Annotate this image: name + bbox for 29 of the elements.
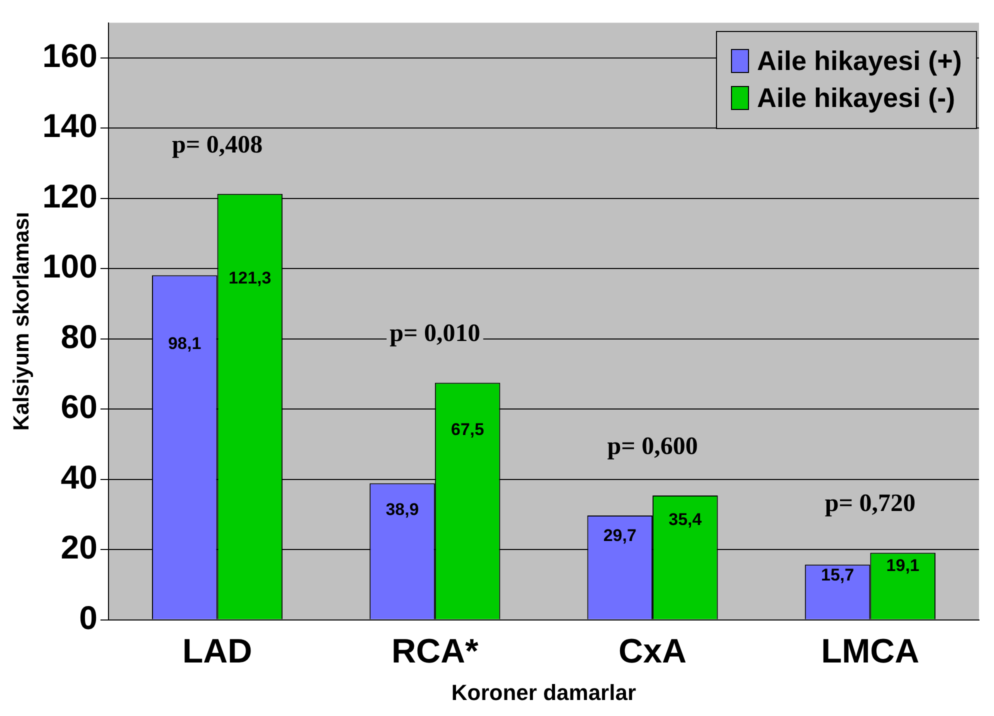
x-tick-label: LMCA xyxy=(821,632,920,671)
y-tick-label: 20 xyxy=(60,528,98,566)
y-tick-label: 140 xyxy=(42,107,98,144)
data-label: 98,1 xyxy=(168,334,202,353)
data-label: 19,1 xyxy=(886,556,920,575)
data-label: 121,3 xyxy=(228,268,272,288)
y-tick-label: 80 xyxy=(60,318,98,355)
data-label: 15,7 xyxy=(820,565,854,584)
annotation: p= 0,010 xyxy=(390,320,480,348)
y-axis-title: Kalsiyum skorlaması xyxy=(8,212,34,431)
legend-label: Aile hikayesi (-) xyxy=(757,82,956,114)
x-tick-label: LAD xyxy=(182,632,252,671)
data-label: 67,5 xyxy=(451,420,484,439)
annotation: p= 0,600 xyxy=(607,432,698,460)
y-tick-label: 40 xyxy=(60,458,98,496)
y-tick-label: 120 xyxy=(42,177,98,214)
y-tick-label: 100 xyxy=(42,248,98,285)
data-label: 29,7 xyxy=(603,526,636,546)
y-tick-label: 60 xyxy=(60,388,98,426)
annotation: p= 0,408 xyxy=(172,131,263,158)
x-tick-label: RCA* xyxy=(391,632,480,671)
annotation: p= 0,720 xyxy=(824,490,916,518)
data-label: 38,9 xyxy=(386,500,419,520)
data-label: 35,4 xyxy=(668,510,702,530)
x-tick-label: CxA xyxy=(618,632,687,671)
y-tick-label: 160 xyxy=(42,37,98,74)
legend-label: Aile hikayesi (+) xyxy=(757,46,962,77)
y-tick-label: 0 xyxy=(79,598,98,636)
x-axis-title: Koroner damarlar xyxy=(451,680,636,705)
